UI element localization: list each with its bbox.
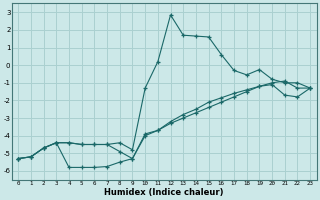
X-axis label: Humidex (Indice chaleur): Humidex (Indice chaleur) xyxy=(104,188,224,197)
